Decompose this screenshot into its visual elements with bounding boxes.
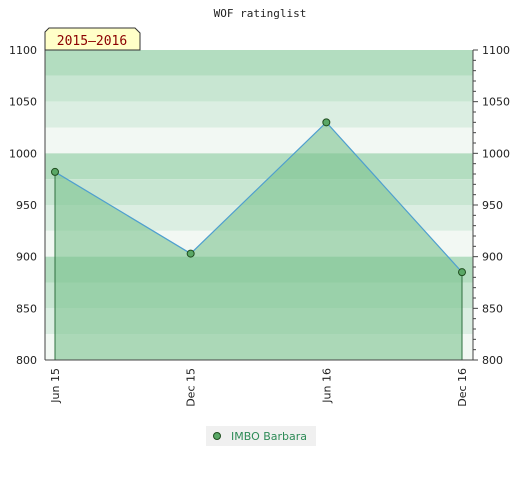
series-area xyxy=(55,122,462,360)
background-band xyxy=(45,50,473,76)
series-area-fill xyxy=(55,122,462,360)
x-tick-label: Jun 16 xyxy=(320,368,333,404)
chart-title: WOF ratinglist xyxy=(214,7,307,20)
data-point xyxy=(51,167,59,176)
x-tick-label: Dec 16 xyxy=(456,368,469,407)
data-markers xyxy=(51,118,466,277)
y-tick-label-right: 1000 xyxy=(482,147,510,160)
y-tick-label-right: 950 xyxy=(482,199,503,212)
data-point xyxy=(458,268,466,277)
season-badge-text: 2015–2016 xyxy=(57,34,127,49)
y-tick-label-right: 900 xyxy=(482,251,503,264)
y-tick-label-right: 800 xyxy=(482,354,503,367)
legend-marker xyxy=(213,432,221,440)
legend: IMBO Barbara xyxy=(206,426,316,446)
background-band xyxy=(45,127,473,154)
y-tick-label-left: 850 xyxy=(16,302,37,315)
data-point xyxy=(322,118,331,127)
y-tick-label-left: 1100 xyxy=(9,44,37,57)
series-line xyxy=(54,121,463,273)
y-tick-label-right: 1050 xyxy=(482,96,510,109)
background-band xyxy=(45,101,473,128)
y-tick-label-right: 850 xyxy=(482,302,503,315)
y-tick-label-left: 1000 xyxy=(9,147,37,160)
data-point xyxy=(186,249,195,258)
legend-box xyxy=(206,426,316,446)
tick-labels: 800 800 850 850 900 900 950 950 1000 1000 1050 1050… xyxy=(9,44,510,407)
y-tick-label-left: 1050 xyxy=(9,96,37,109)
y-tick-label-right: 1100 xyxy=(482,44,510,57)
season-badge-box xyxy=(44,27,141,51)
season-badge: 2015–2016 xyxy=(44,27,141,51)
drop-lines xyxy=(54,171,463,360)
axes xyxy=(44,49,478,361)
background-band xyxy=(45,153,473,180)
y-tick-label-left: 800 xyxy=(16,354,37,367)
series-line-path xyxy=(54,121,463,273)
y-tick-label-left: 950 xyxy=(16,199,37,212)
background-band xyxy=(45,75,473,102)
legend-label: IMBO Barbara xyxy=(231,430,307,443)
x-tick-label: Jun 15 xyxy=(49,368,62,404)
x-tick-label: Dec 15 xyxy=(185,368,198,407)
y-tick-label-left: 900 xyxy=(16,251,37,264)
